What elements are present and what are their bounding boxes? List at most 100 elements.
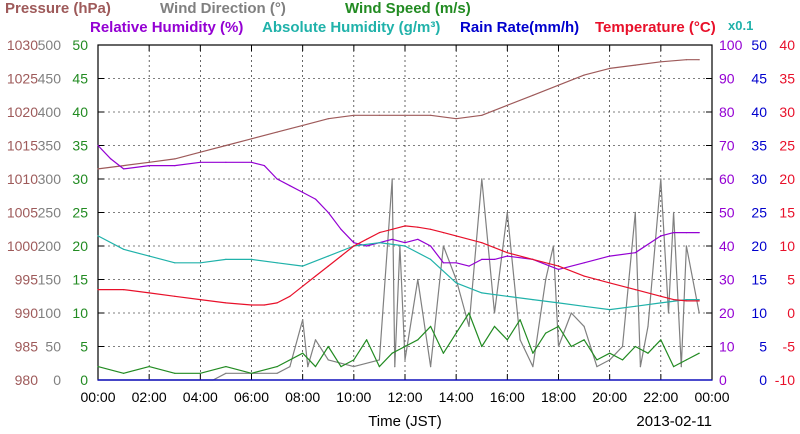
x-axis-label: Time (JST) <box>368 413 442 430</box>
data-point <box>289 295 291 297</box>
temperature-tick-label: 10 <box>779 238 795 254</box>
data-point <box>391 228 393 230</box>
data-point <box>481 258 483 260</box>
wind-speed-tick-label: 0 <box>80 372 88 388</box>
data-point <box>596 366 598 368</box>
data-point <box>404 359 406 361</box>
data-point <box>378 366 380 368</box>
data-point <box>698 300 700 302</box>
data-point <box>199 151 201 153</box>
data-point <box>394 366 396 368</box>
data-point <box>685 59 688 61</box>
data-point <box>532 94 534 96</box>
data-point <box>634 305 636 307</box>
data-point <box>455 282 457 284</box>
data-point <box>225 144 227 147</box>
data-point <box>353 242 355 244</box>
data-point <box>545 278 547 281</box>
data-point <box>123 289 125 291</box>
data-point <box>404 245 406 247</box>
wind-speed-tick-label: 10 <box>72 305 88 321</box>
data-point <box>123 372 125 374</box>
data-point <box>685 299 688 301</box>
data-point <box>532 299 534 301</box>
data-point <box>532 366 534 368</box>
data-point <box>199 299 201 301</box>
data-point <box>391 352 393 354</box>
data-point <box>660 295 662 297</box>
humidity-tick-label: 100 <box>719 37 743 53</box>
data-point <box>455 118 457 120</box>
data-point <box>493 325 496 327</box>
data-point <box>327 211 329 214</box>
data-point <box>97 235 99 237</box>
data-point <box>225 258 227 260</box>
humidity-tick-label: 10 <box>719 339 735 355</box>
data-point <box>302 124 304 126</box>
data-point <box>634 345 636 348</box>
data-point <box>366 238 368 240</box>
legend-wind-direction: Wind Direction (°) <box>160 0 286 17</box>
data-point <box>123 165 125 167</box>
x-tick-label: 14:00 <box>439 389 474 405</box>
data-point <box>506 295 508 297</box>
x-tick-label: 02:00 <box>132 389 167 405</box>
series-line-wind-speed <box>97 312 700 374</box>
data-point <box>148 161 150 163</box>
temperature-tick-label: -10 <box>775 372 795 388</box>
data-point <box>225 161 227 163</box>
data-point <box>621 345 624 348</box>
rain-rate-tick-label: 0 <box>759 372 767 388</box>
data-point <box>506 211 508 214</box>
data-point <box>417 339 419 341</box>
pressure-tick-label: 1000 <box>7 238 38 254</box>
x-tick-label: 16:00 <box>490 389 525 405</box>
rain-rate-tick-label: 15 <box>751 272 767 288</box>
data-point <box>148 255 150 257</box>
data-point <box>378 359 380 361</box>
data-point <box>468 265 470 267</box>
data-point <box>685 232 688 234</box>
wind-direction-tick-label: 450 <box>38 71 62 87</box>
data-point <box>314 339 317 341</box>
wind-direction-tick-label: 100 <box>38 305 62 321</box>
data-point <box>353 245 355 247</box>
wind-direction-tick-label: 50 <box>45 339 61 355</box>
wind-speed-tick-label: 25 <box>72 205 88 221</box>
data-point <box>660 178 662 180</box>
data-point <box>174 262 176 264</box>
data-point <box>481 242 483 244</box>
data-point <box>302 319 304 321</box>
data-point <box>250 138 253 140</box>
data-point <box>685 359 688 361</box>
data-point <box>327 345 329 348</box>
data-point <box>97 289 99 291</box>
rain-rate-tick-label: 10 <box>751 305 767 321</box>
data-point <box>442 232 444 234</box>
data-point <box>506 255 508 257</box>
data-point <box>417 226 419 228</box>
data-point <box>276 302 278 304</box>
data-point <box>481 114 483 116</box>
data-point <box>660 302 662 304</box>
data-point <box>660 235 662 237</box>
data-point <box>307 366 309 368</box>
data-point <box>225 366 227 368</box>
data-point <box>327 255 329 257</box>
wind-direction-tick-label: 500 <box>38 37 62 53</box>
data-point <box>557 265 560 267</box>
data-point <box>110 158 112 160</box>
humidity-tick-label: 40 <box>719 238 735 254</box>
series-line-temperature <box>98 225 700 306</box>
data-point <box>340 366 342 368</box>
data-point <box>673 232 675 234</box>
data-point <box>366 339 368 341</box>
data-point <box>430 228 432 230</box>
data-point <box>647 352 649 354</box>
pressure-tick-label: 1005 <box>7 205 38 221</box>
data-point <box>442 262 444 264</box>
data-point <box>660 61 662 63</box>
data-point <box>314 275 317 277</box>
data-point <box>302 191 304 193</box>
